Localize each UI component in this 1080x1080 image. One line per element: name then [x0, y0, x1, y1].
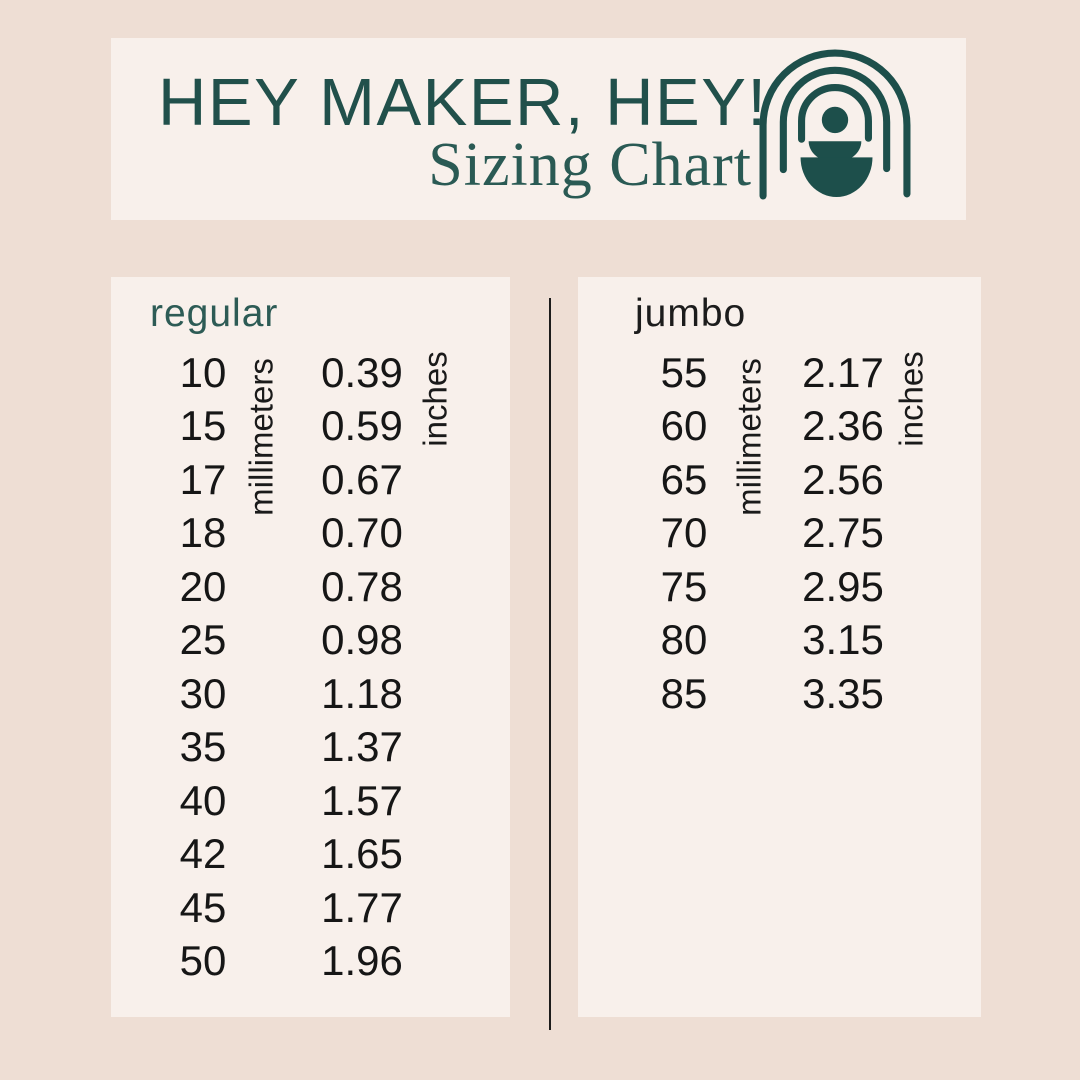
mm-value: 65: [660, 455, 708, 503]
jumbo-mm-column: 55 60 65 70 75 80 85: [619, 346, 749, 721]
panel-jumbo-label: jumbo: [635, 292, 747, 335]
inches-value: 0.98: [321, 616, 403, 664]
mm-value: 10: [179, 348, 227, 396]
inner-arch: [798, 83, 872, 143]
inches-value: 1.57: [321, 776, 403, 824]
inches-value: 1.77: [321, 883, 403, 931]
mm-value: 80: [660, 616, 708, 664]
mm-value: 20: [179, 562, 227, 610]
inches-value: 2.75: [802, 509, 884, 557]
middle-arch: [779, 66, 891, 174]
brand-title: HEY MAKER, HEY!: [158, 65, 768, 140]
inches-value: 1.18: [321, 669, 403, 717]
inches-value: 3.15: [802, 616, 884, 664]
inches-value: 0.67: [321, 455, 403, 503]
mm-value: 55: [660, 348, 708, 396]
arch-figure-logo-icon: [759, 49, 911, 200]
figure-large-bowl: [800, 157, 873, 197]
mm-value: 70: [660, 509, 708, 557]
mm-value: 25: [179, 616, 227, 664]
figure-small-bowl: [808, 141, 862, 163]
panel-regular-label: regular: [150, 292, 279, 335]
inches-value: 2.56: [802, 455, 884, 503]
jumbo-inches-axis-label: inches: [892, 351, 930, 447]
mm-value: 50: [179, 937, 227, 985]
panel-regular: regular 10 15 17 18 20 25 30 35 40 42 45 50 millime…: [111, 277, 510, 1017]
mm-value: 60: [660, 402, 708, 450]
inches-value: 0.78: [321, 562, 403, 610]
jumbo-millimeters-axis-label: millimeters: [730, 358, 768, 516]
figure-head: [821, 106, 849, 134]
mm-value: 18: [179, 509, 227, 557]
inches-value: 2.36: [802, 402, 884, 450]
panel-divider: [549, 298, 551, 1030]
inches-value: 2.17: [802, 348, 884, 396]
mm-value: 85: [660, 669, 708, 717]
page-subtitle: Sizing Chart: [428, 131, 752, 199]
mm-value: 45: [179, 883, 227, 931]
regular-millimeters-axis-label: millimeters: [242, 358, 280, 516]
mm-value: 30: [179, 669, 227, 717]
inches-value: 1.37: [321, 723, 403, 771]
header-card: HEY MAKER, HEY! Sizing Chart: [111, 38, 966, 220]
outer-arch: [759, 49, 911, 200]
mm-value: 17: [179, 455, 227, 503]
mm-value: 35: [179, 723, 227, 771]
inches-value: 2.95: [802, 562, 884, 610]
mm-value: 42: [179, 830, 227, 878]
regular-inches-axis-label: inches: [416, 351, 454, 447]
mm-value: 75: [660, 562, 708, 610]
panel-jumbo: jumbo 55 60 65 70 75 80 85 millimeters 2.17 2.3…: [578, 277, 981, 1017]
jumbo-inches-column: 2.17 2.36 2.56 2.75 2.95 3.15 3.35: [763, 346, 923, 721]
mm-value: 40: [179, 776, 227, 824]
inches-value: 0.70: [321, 509, 403, 557]
mm-value: 15: [179, 402, 227, 450]
regular-inches-column: 0.39 0.59 0.67 0.70 0.78 0.98 1.18 1.37 1.57 1.65…: [282, 346, 442, 988]
regular-mm-column: 10 15 17 18 20 25 30 35 40 42 45 50: [138, 346, 268, 988]
inches-value: 1.65: [321, 830, 403, 878]
inches-value: 3.35: [802, 669, 884, 717]
inches-value: 1.96: [321, 937, 403, 985]
inches-value: 0.59: [321, 402, 403, 450]
inches-value: 0.39: [321, 348, 403, 396]
